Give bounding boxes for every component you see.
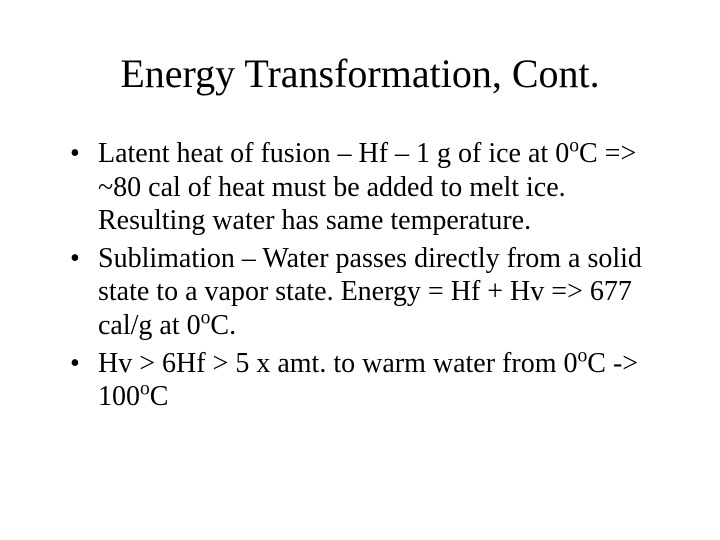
list-item: Hv > 6Hf > 5 x amt. to warm water from 0…	[70, 347, 670, 414]
superscript: o	[577, 345, 587, 366]
superscript: o	[140, 379, 150, 400]
superscript: o	[569, 136, 579, 157]
slide: Energy Transformation, Cont. Latent heat…	[0, 0, 720, 540]
superscript: o	[201, 308, 211, 329]
bullet-list: Latent heat of fusion – Hf – 1 g of ice …	[40, 137, 680, 414]
list-item: Latent heat of fusion – Hf – 1 g of ice …	[70, 137, 670, 238]
list-item: Sublimation – Water passes directly from…	[70, 242, 670, 343]
slide-title: Energy Transformation, Cont.	[40, 50, 680, 97]
